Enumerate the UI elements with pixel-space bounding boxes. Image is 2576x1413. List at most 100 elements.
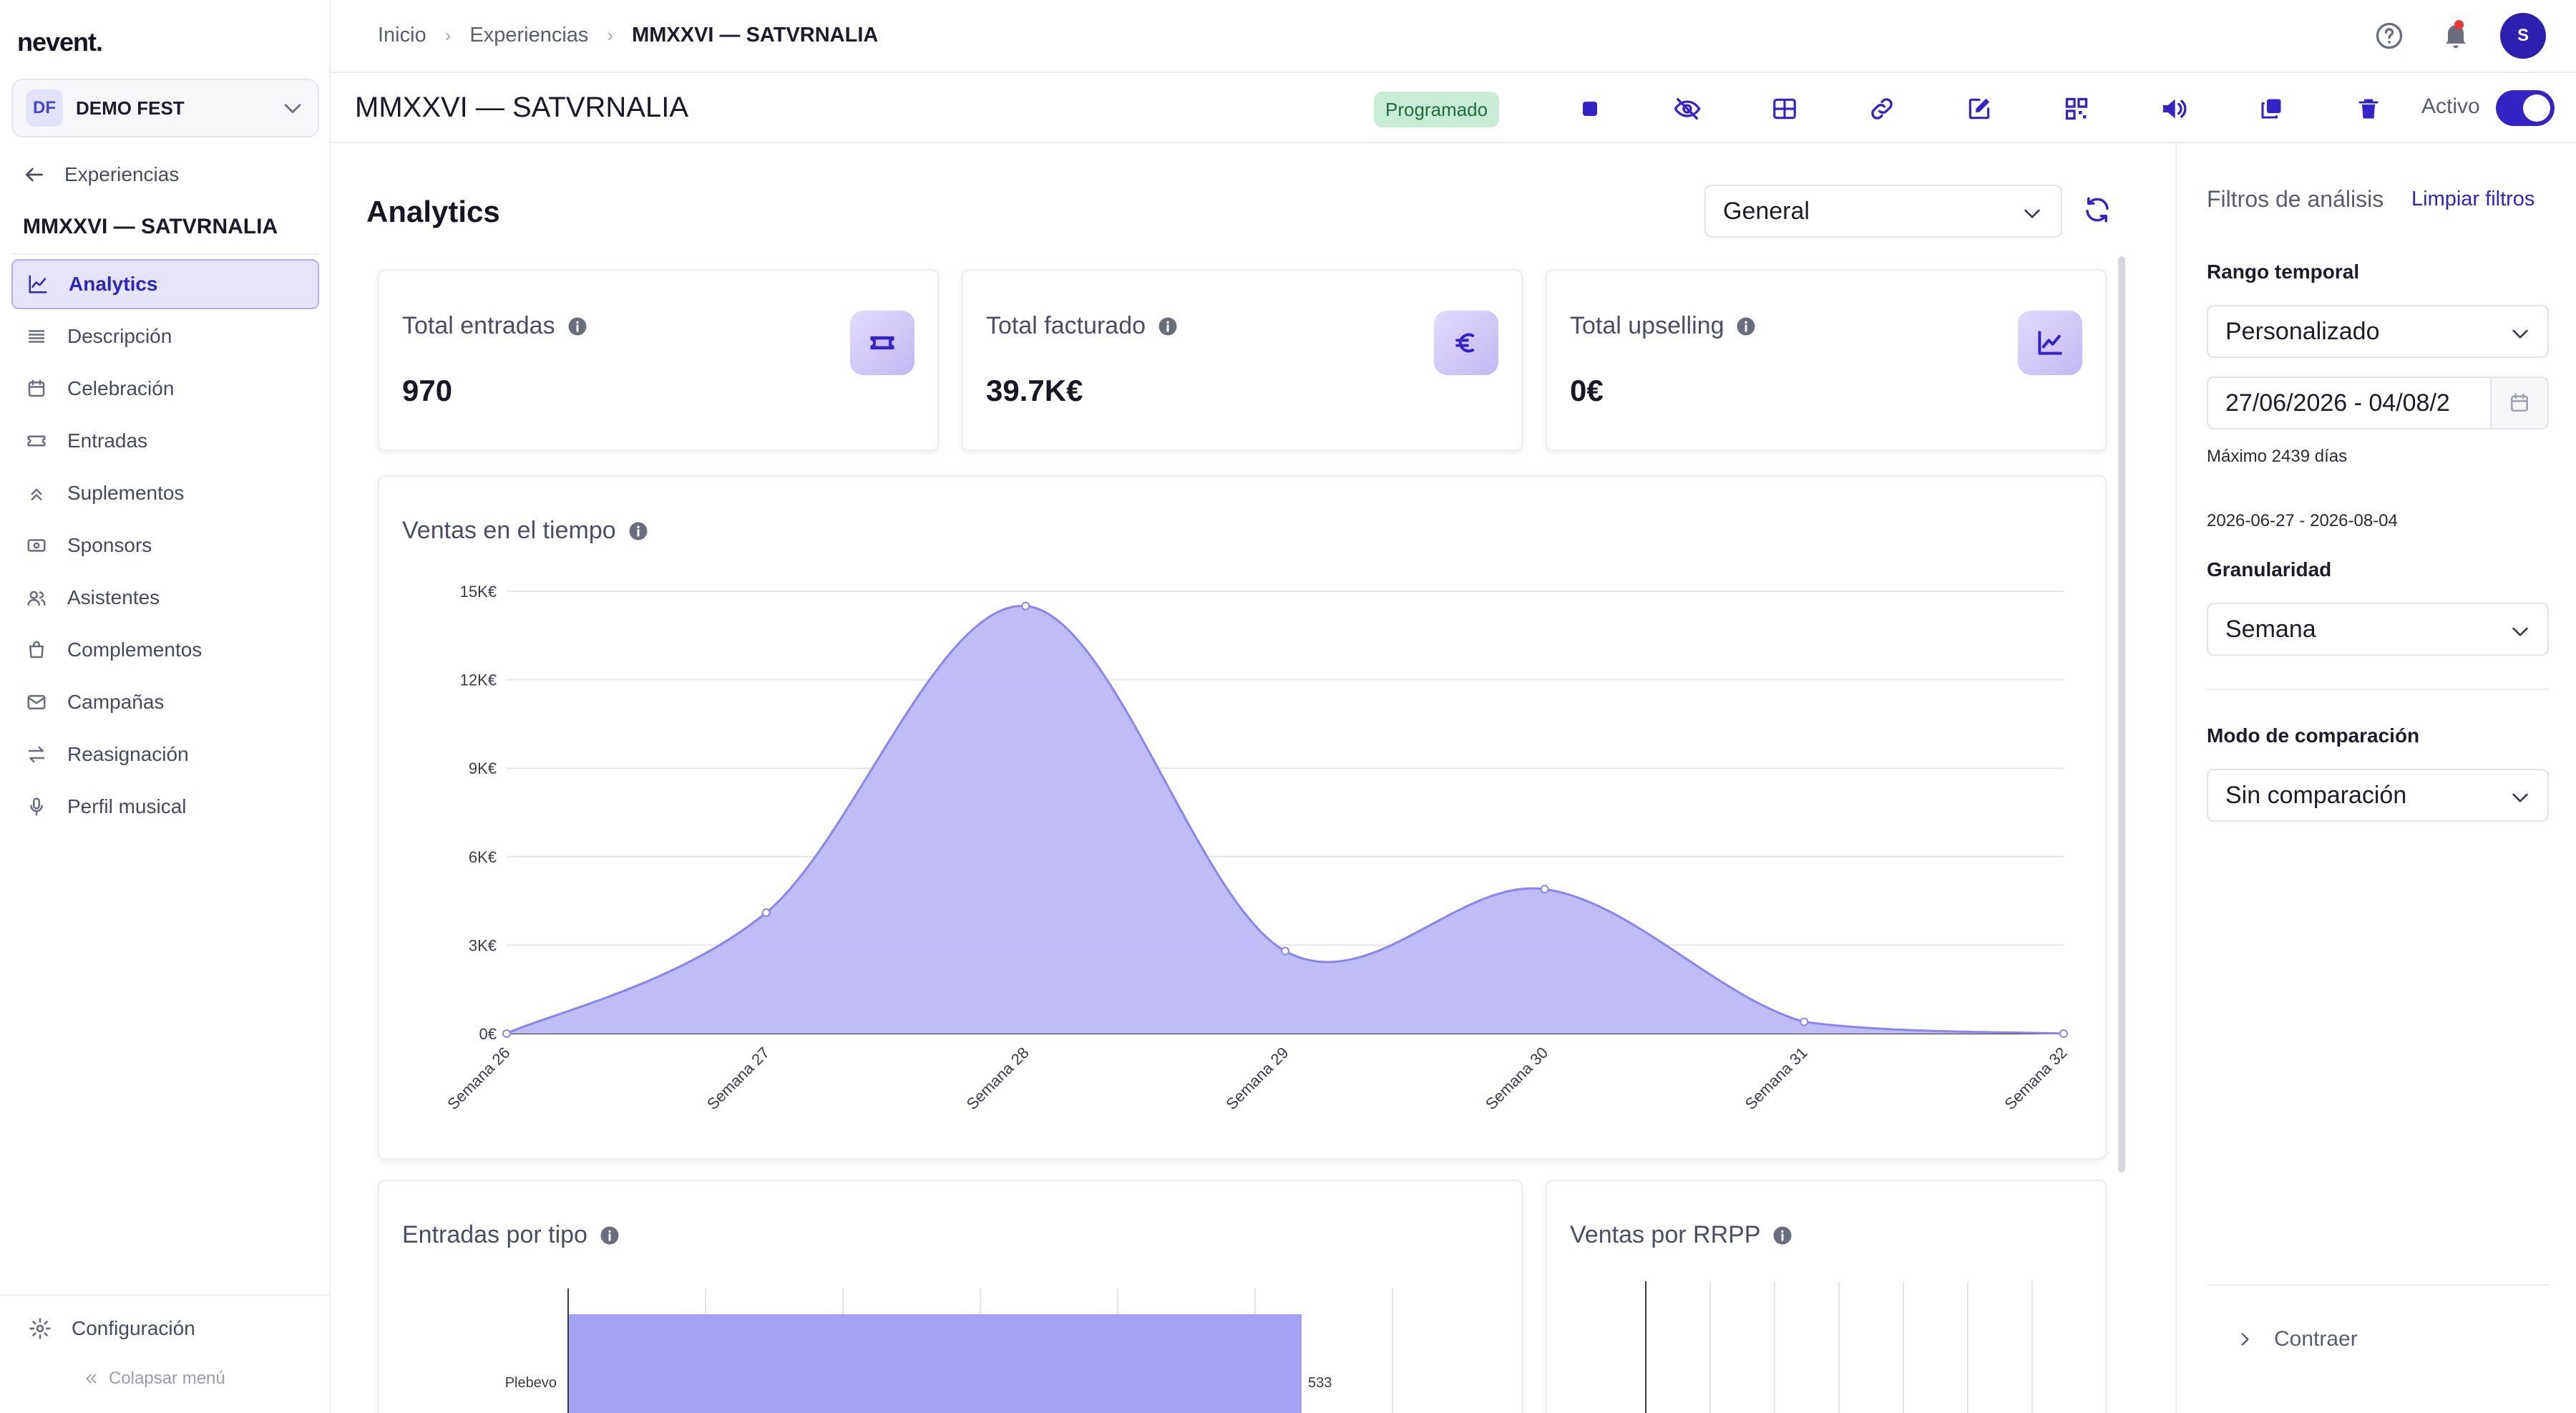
collapse-menu-button[interactable]: Colapsar menú [83, 1369, 225, 1389]
layout-button[interactable] [1767, 92, 1802, 126]
toggle-knob [2523, 94, 2550, 122]
sidebar-item-entradas[interactable]: Entradas [11, 416, 319, 466]
info-icon[interactable] [628, 520, 649, 542]
duplicate-button[interactable] [2254, 92, 2288, 126]
kpi-label: Total facturado [986, 312, 1179, 340]
compare-select[interactable]: Sin comparación [2207, 769, 2549, 822]
stop-button[interactable] [1573, 92, 1607, 126]
announce-button[interactable] [2157, 92, 2191, 126]
copy-link-button[interactable] [1865, 92, 1899, 126]
date-picker-button[interactable] [2490, 377, 2549, 429]
divider [2207, 689, 2549, 690]
collapse-filters-button[interactable]: Contraer [2235, 1327, 2358, 1351]
back-to-experiences[interactable]: Experiencias [23, 163, 179, 186]
rrpp-chart-card: Ventas por RRPP [1546, 1180, 2107, 1413]
sidebar-item-asistentes[interactable]: Asistentes [11, 573, 319, 623]
config-label: Configuración [72, 1317, 195, 1339]
org-selector[interactable]: DF DEMO FEST [11, 79, 319, 137]
trash-icon [2358, 99, 2379, 119]
rrpp-title: Ventas por RRPP [1570, 1221, 1761, 1248]
refresh-button[interactable] [2082, 195, 2112, 228]
app-logo[interactable]: nevent. [17, 27, 103, 57]
mail-icon [27, 695, 46, 709]
lines-icon [28, 330, 45, 343]
kpi-icon-badge [1434, 311, 1498, 375]
sidebar-item-campanas[interactable]: Campañas [11, 677, 319, 727]
kpi-icon-badge [850, 311, 914, 375]
y-tick-label: 9K€ [469, 759, 497, 777]
delete-button[interactable] [2351, 92, 2386, 126]
sidebar-item-configuracion[interactable]: Configuración [29, 1317, 195, 1340]
scrollbar[interactable] [2118, 256, 2125, 1172]
sidebar-item-label: Suplementos [67, 482, 185, 504]
sidebar-item-label: Entradas [67, 429, 148, 452]
info-icon[interactable] [1735, 316, 1757, 337]
breadcrumb: Inicio › Experiencias › MMXXVI — SATVRNA… [378, 24, 878, 47]
link-icon [1871, 98, 1893, 120]
info-icon[interactable] [1157, 316, 1179, 337]
date-range-input[interactable]: 27/06/2026 - 04/08/2 [2207, 377, 2492, 429]
bar-value-label: 533 [1308, 1375, 1332, 1391]
granularity-label: Granularidad [2207, 558, 2332, 581]
granularity-select[interactable]: Semana [2207, 603, 2549, 656]
chevron-down-icon [2512, 793, 2528, 802]
qr-icon [2065, 97, 2088, 120]
sidebar-event-title: MMXXVI — SATVRNALIA [23, 215, 278, 238]
help-button[interactable] [2373, 20, 2405, 55]
euro-icon [1455, 333, 1475, 353]
x-tick-label: Semana 29 [1222, 1044, 1292, 1113]
clear-filters-link[interactable]: Limpiar filtros [2411, 188, 2535, 210]
sidebar-item-perfil-musical[interactable]: Perfil musical [11, 782, 319, 832]
sidebar: nevent. DF DEMO FEST Experiencias MMXXVI… [0, 0, 331, 1413]
kpi-card-entradas: Total entradas 970 [378, 269, 939, 451]
info-icon[interactable] [1772, 1225, 1793, 1246]
active-toggle[interactable] [2496, 90, 2555, 126]
sidebar-item-label: Sponsors [67, 534, 152, 556]
y-tick-label: 15K€ [460, 583, 497, 601]
breadcrumb-inicio[interactable]: Inicio [378, 24, 426, 47]
scope-select[interactable]: General [1704, 185, 2062, 238]
breadcrumb-separator: › [607, 24, 614, 46]
filters-title: Filtros de análisis [2207, 186, 2384, 212]
range-select[interactable]: Personalizado [2207, 305, 2549, 358]
card-title: Ventas por RRPP [1570, 1221, 1793, 1249]
hide-button[interactable] [1670, 92, 1704, 126]
sidebar-item-complementos[interactable]: Complementos [11, 625, 319, 675]
back-label: Experiencias [64, 163, 180, 185]
calendar-icon [2511, 393, 2528, 412]
gear-icon [29, 1318, 51, 1339]
x-tick-label: Semana 26 [444, 1044, 513, 1113]
data-point [1540, 885, 1549, 894]
types-bar-chart: Plebevo 533 [505, 1288, 1393, 1413]
chevron-down-icon [284, 104, 301, 114]
x-tick-label: Semana 28 [963, 1044, 1033, 1113]
chevrons-up-icon [31, 488, 42, 500]
sidebar-item-suplementos[interactable]: Suplementos [11, 468, 319, 518]
users-icon [27, 591, 46, 606]
x-tick-label: Semana 30 [1482, 1044, 1551, 1113]
grid-icon [1773, 98, 1796, 120]
info-icon[interactable] [599, 1225, 620, 1246]
x-tick-label: Semana 32 [2001, 1044, 2070, 1113]
breadcrumb-experiencias[interactable]: Experiencias [469, 24, 589, 47]
notifications-button[interactable] [2440, 19, 2472, 54]
sidebar-item-celebracion[interactable]: Celebración [11, 364, 319, 414]
info-icon[interactable] [567, 316, 588, 337]
avatar[interactable]: S [2500, 13, 2546, 59]
sidebar-item-analytics[interactable]: Analytics [11, 259, 319, 309]
breadcrumb-separator: › [444, 24, 452, 46]
edit-icon [1968, 98, 1990, 120]
edit-button[interactable] [1962, 92, 1996, 126]
qr-button[interactable] [2059, 92, 2094, 126]
x-tick-label: Semana 27 [703, 1044, 773, 1113]
chevron-right-icon [2241, 1333, 2249, 1346]
calendar-icon [28, 379, 45, 397]
org-name: DEMO FEST [76, 97, 185, 119]
sidebar-item-sponsors[interactable]: Sponsors [11, 520, 319, 570]
active-label: Activo [2421, 94, 2480, 118]
types-chart-card: Entradas por tipo Plebevo 533 [378, 1180, 1523, 1413]
kpi-card-facturado: Total facturado 39.7K€ [962, 269, 1523, 451]
sidebar-item-reasignacion[interactable]: Reasignación [11, 729, 319, 780]
type-bar[interactable] [569, 1314, 1302, 1413]
sidebar-item-descripcion[interactable]: Descripción [11, 311, 319, 361]
